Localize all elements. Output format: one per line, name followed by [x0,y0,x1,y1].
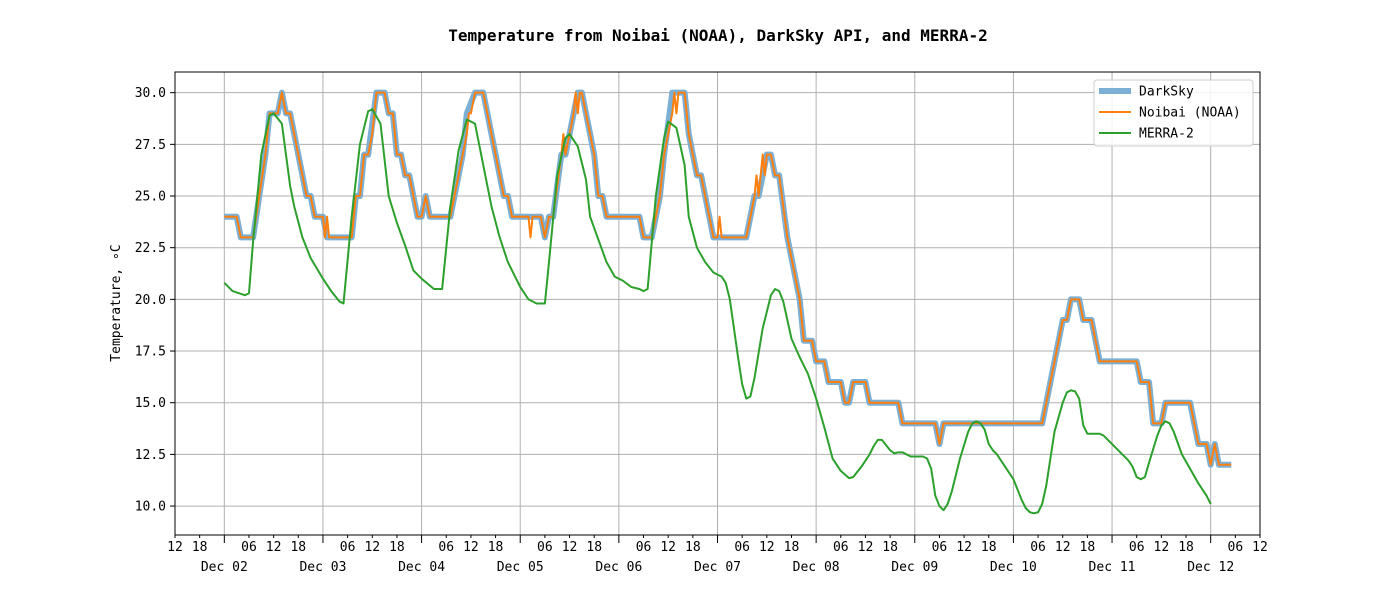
y-axis: 10.0 12.5 15.0 17.5 20.0 22.5 25.0 27.5 30.0 [135,86,175,515]
y-tick-label: 20.0 [135,293,166,308]
x-date-label: Dec 10 [990,560,1037,575]
x-hour-label: 06 [1228,540,1244,555]
x-hour-label: 06 [340,540,356,555]
x-date-label: Dec 11 [1089,560,1136,575]
x-hour-label: 12 [167,540,183,555]
series-lines [223,89,1232,515]
x-hour-label: 06 [1129,540,1145,555]
x-hour-label: 18 [1178,540,1194,555]
x-hour-label: 12 [956,540,972,555]
x-hour-label: 18 [1080,540,1096,555]
y-tick-label: 27.5 [135,138,166,153]
x-date-label: Dec 04 [398,560,445,575]
x-hour-label: 12 [1154,540,1170,555]
x-hour-label: 12 [660,540,676,555]
x-hour-label: 06 [932,540,948,555]
legend: DarkSky Noibai (NOAA) MERRA-2 [1093,79,1254,147]
x-hour-label: 12 [562,540,578,555]
x-hour-label: 12 [266,540,282,555]
x-hour-label: 18 [784,540,800,555]
x-hour-label: 18 [882,540,898,555]
x-axis: Dec 02 Dec 03 Dec 04 Dec 05 Dec 06 Dec 07 Dec … [167,535,1268,575]
x-hour-label: 18 [685,540,701,555]
x-date-label: Dec 03 [299,560,346,575]
y-tick-label: 30.0 [135,86,166,101]
y-tick-label: 10.0 [135,500,166,515]
x-date-label: Dec 08 [793,560,840,575]
y-axis-label: Temperature, ∘C [109,244,124,361]
x-hour-label: 12 [463,540,479,555]
x-hour-label: 12 [1055,540,1071,555]
y-tick-label: 25.0 [135,190,166,205]
legend-label: Noibai (NOAA) [1139,106,1241,121]
x-hour-label: 06 [438,540,454,555]
legend-box [1093,79,1254,147]
x-date-label: Dec 09 [891,560,938,575]
grid [175,72,1260,535]
y-tick-label: 12.5 [135,448,166,463]
x-date-label: Dec 07 [694,560,741,575]
x-date-label: Dec 02 [201,560,248,575]
y-tick-label: 17.5 [135,345,166,360]
x-date-label: Dec 06 [595,560,642,575]
x-hour-label: 06 [1030,540,1046,555]
x-date-label: Dec 05 [497,560,544,575]
x-hour-label: 18 [488,540,504,555]
x-date-label: Dec 12 [1187,560,1234,575]
x-hour-label: 18 [290,540,306,555]
x-hour-label: 12 [858,540,874,555]
series-line-merra-2 [223,108,1212,515]
x-hour-label: 06 [833,540,849,555]
x-hour-label: 12 [759,540,775,555]
x-hour-label: 12 [1252,540,1268,555]
series-line-noibai-noaa [224,91,1232,466]
x-hour-label: 06 [537,540,553,555]
x-hour-label: 18 [981,540,997,555]
x-hour-label: 06 [636,540,652,555]
x-hour-label: 06 [241,540,257,555]
chart-title: Temperature from Noibai (NOAA), DarkSky … [448,26,987,45]
x-hour-label: 12 [364,540,380,555]
x-hour-label: 18 [192,540,208,555]
legend-label: DarkSky [1139,85,1194,100]
y-tick-label: 22.5 [135,241,166,256]
x-hour-label: 18 [586,540,602,555]
x-hour-label: 18 [389,540,405,555]
legend-label: MERRA-2 [1139,127,1194,142]
y-tick-label: 15.0 [135,396,166,411]
x-hour-label: 06 [734,540,750,555]
